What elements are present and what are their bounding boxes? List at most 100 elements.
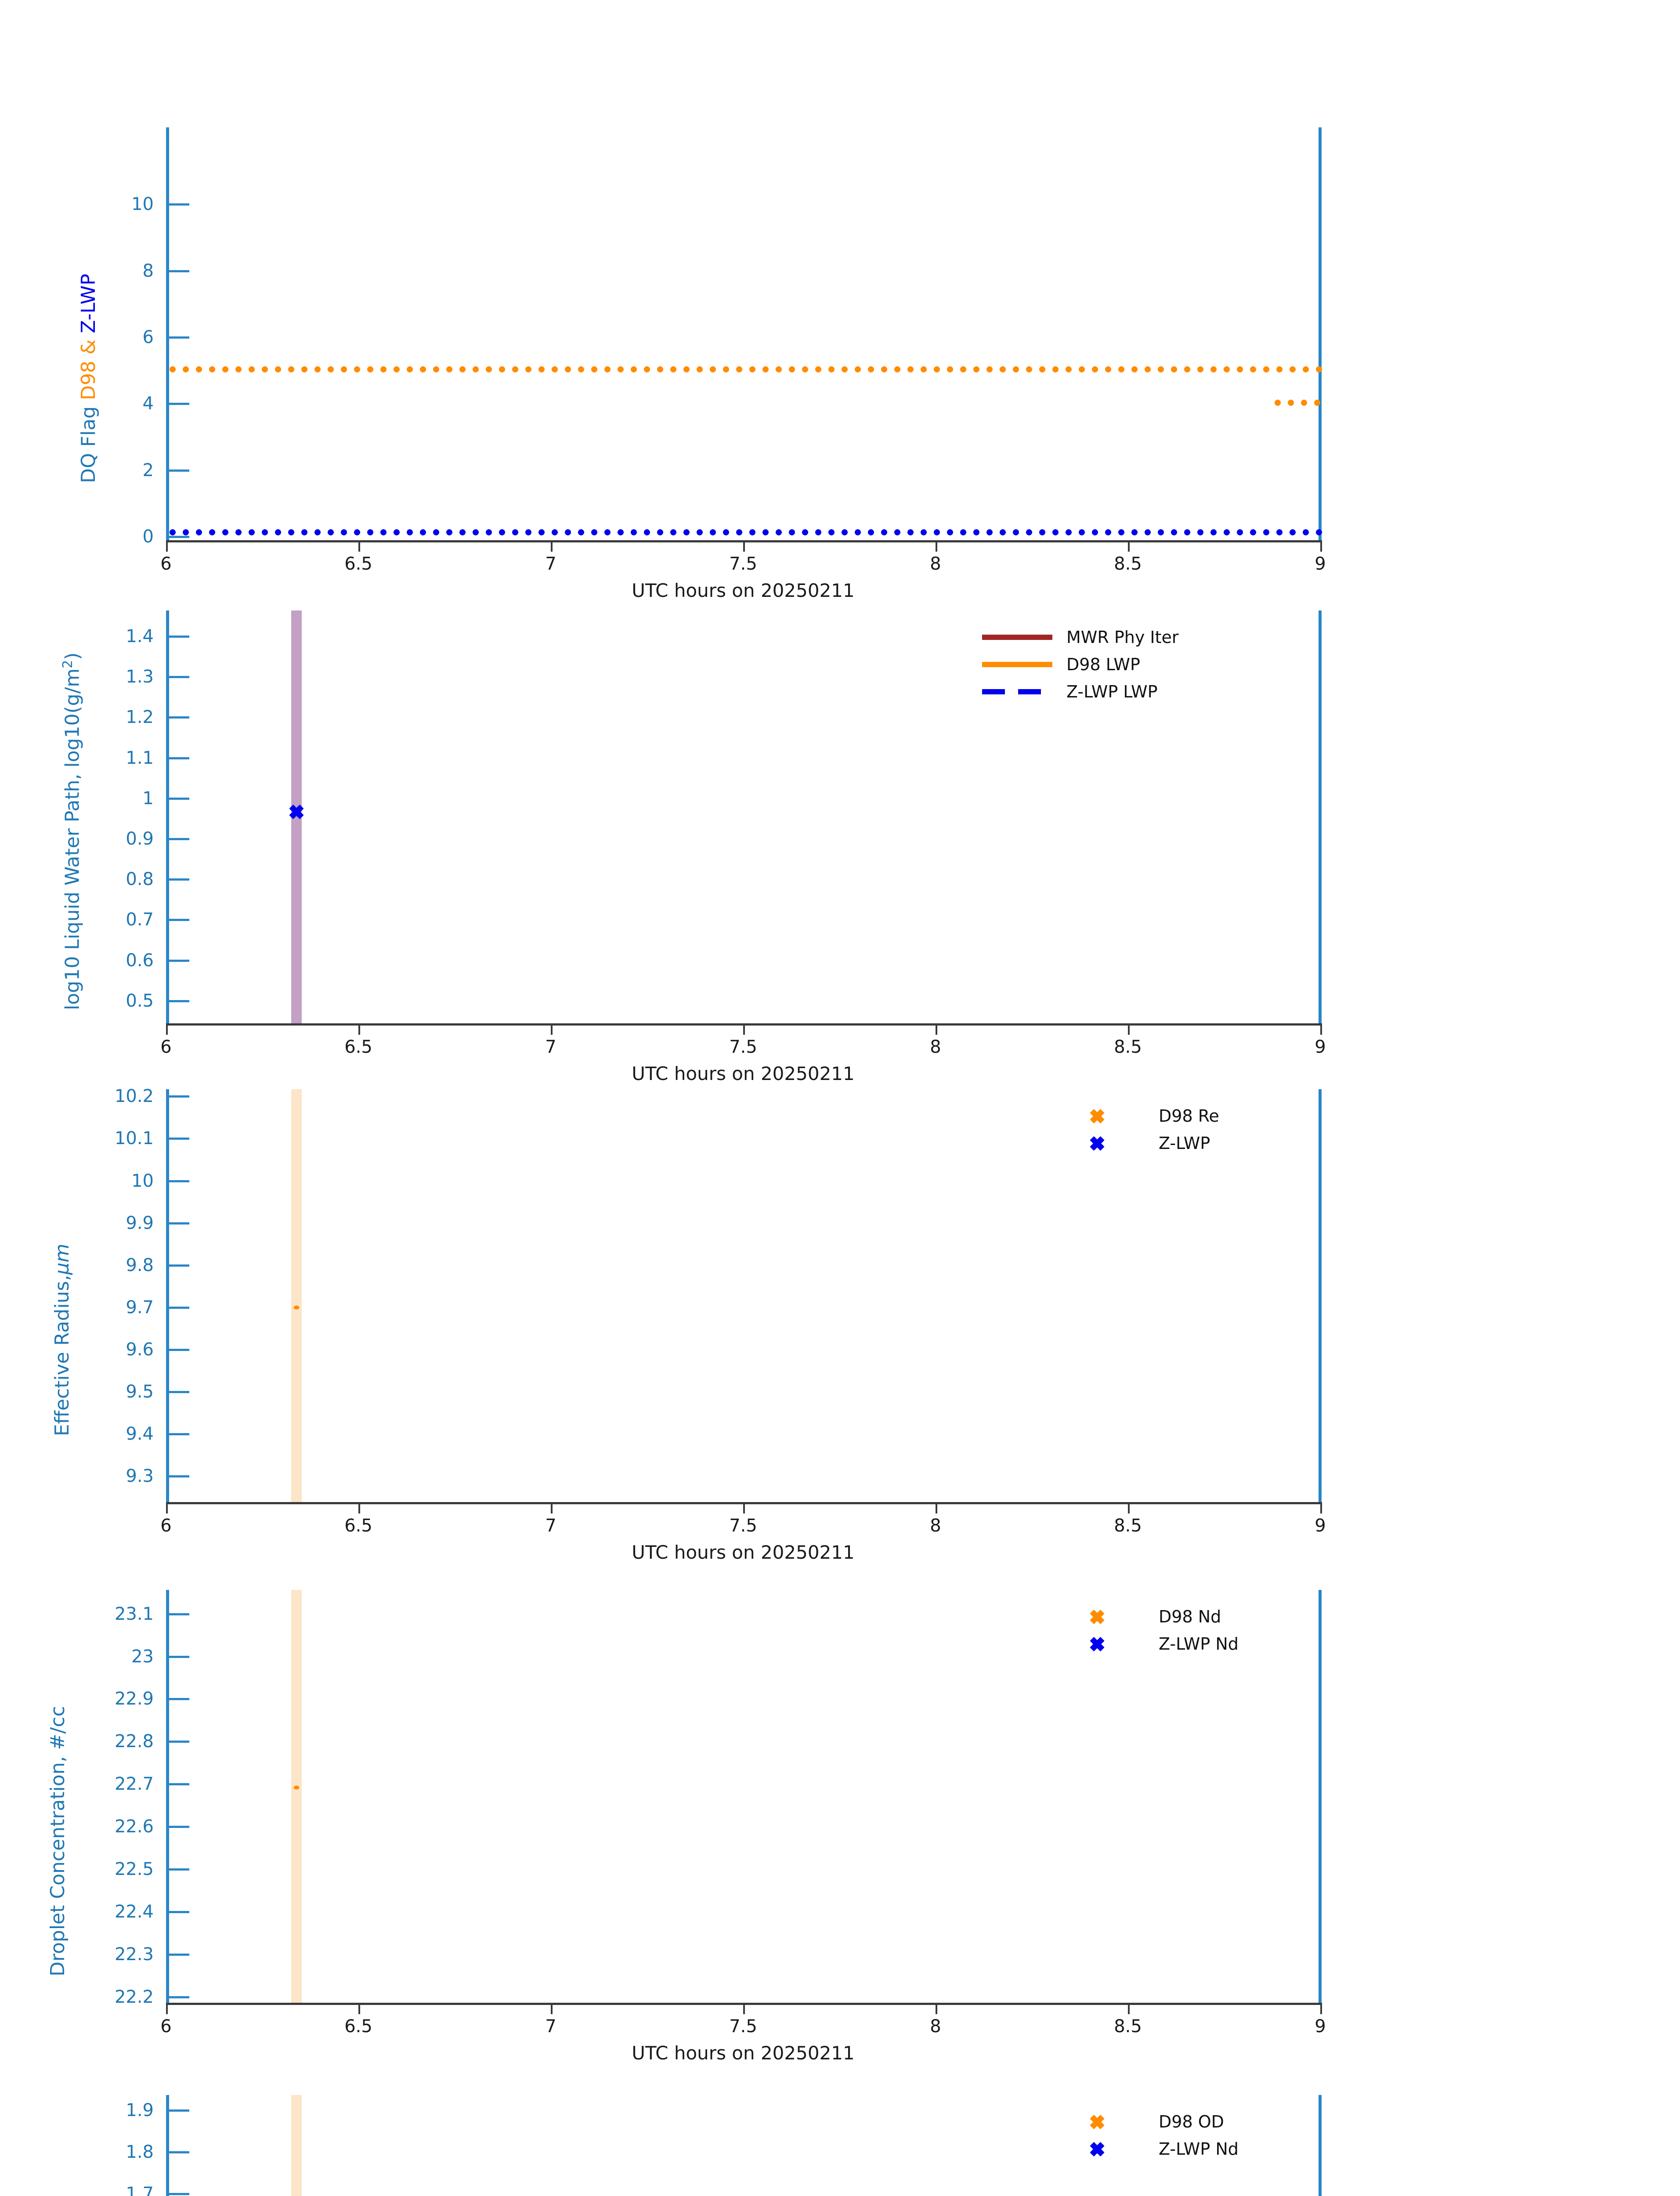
series-zlwp-dq-flag (166, 529, 1326, 535)
legend-item-zlwp[interactable]: Z-LWP (1071, 1130, 1219, 1157)
legend-item-zlwp-nd[interactable]: Z-LWP Nd (1071, 2135, 1239, 2163)
y-tick-10.1 (169, 1138, 189, 1140)
legend-label-zlwp-lwp: Z-LWP LWP (1066, 682, 1158, 701)
x-tick-label-8.5: 8.5 (1114, 1037, 1142, 1057)
x-tick-6 (166, 1502, 168, 1513)
y-tick-23 (169, 1656, 189, 1658)
x-tick-8.5 (1128, 1502, 1130, 1513)
y-tick-0.6 (169, 960, 189, 962)
datapoint-d98-re (293, 1305, 300, 1310)
y-tick-0.7 (169, 919, 189, 921)
x-tick-label-9: 9 (1315, 554, 1326, 574)
x-tick-6 (166, 1023, 168, 1035)
y-tick-label-10: 10 (131, 1171, 154, 1191)
y-tick-1.4 (169, 636, 189, 638)
y-tick-22.3 (169, 1954, 189, 1956)
x-tick-8.5 (1128, 1023, 1130, 1035)
series-d98-dq-flag-2 (1271, 400, 1326, 406)
x-tick-6 (166, 2003, 168, 2014)
x-tick-6.5 (358, 540, 360, 552)
right-spine (1319, 610, 1322, 1023)
y-tick-label-22.5: 22.5 (114, 1859, 154, 1879)
x-tick-7 (551, 2003, 553, 2014)
plot-area-optical-depth: D98 OD Z-LWP Nd (166, 2095, 1322, 2196)
panel-droplet-concentration: D98 Nd Z-LWP Nd 22.2 22.3 22.4 22.5 22.6… (0, 1590, 1680, 2064)
x-tick-9 (1320, 540, 1322, 552)
legend-swatch-d98-nd (1071, 1603, 1159, 1630)
legend-item-d98-nd[interactable]: D98 Nd (1071, 1603, 1239, 1630)
legend-item-zlwp-nd[interactable]: Z-LWP Nd (1071, 1630, 1239, 1658)
y-title-eff-radius-unit: μm (51, 1243, 73, 1275)
y-tick-23.1 (169, 1613, 189, 1615)
panel-effective-radius: D98 Re Z-LWP 9.3 9.4 9.5 9.6 9.7 9.8 9.9… (0, 1087, 1680, 1563)
x-tick-6.5 (358, 1502, 360, 1513)
x-tick-7 (551, 1023, 553, 1035)
legend-label-zlwp-nd: Z-LWP Nd (1159, 2139, 1239, 2159)
x-tick-label-7: 7 (545, 554, 556, 574)
y-tick-label-22.6: 22.6 (114, 1817, 154, 1837)
y-axis-spine (166, 127, 169, 540)
legend-label-mwr-phy-iter: MWR Phy Iter (1066, 628, 1179, 647)
y-tick-label-22.8: 22.8 (114, 1731, 154, 1752)
y-tick-label-1.4: 1.4 (126, 626, 154, 647)
effective-radius-uncertainty-band (291, 1089, 302, 1502)
legend-item-mwr-phy-iter[interactable]: MWR Phy Iter (979, 624, 1179, 651)
y-tick-1.7 (169, 2193, 189, 2195)
legend-droplet-concentration: D98 Nd Z-LWP Nd (1071, 1603, 1239, 1658)
y-tick-label-0.7: 0.7 (126, 910, 154, 930)
y-tick-22.9 (169, 1698, 189, 1700)
panel-optical-depth: D98 OD Z-LWP Nd 1 1.1 1.2 1.3 1.4 1.5 1.… (0, 2095, 1680, 2196)
x-tick-7.5 (743, 540, 745, 552)
y-tick-9.6 (169, 1349, 189, 1351)
y-tick-9.4 (169, 1433, 189, 1435)
y-tick-4 (169, 403, 189, 405)
x-tick-label-7.5: 7.5 (729, 1516, 757, 1536)
y-tick-label-0.6: 0.6 (126, 950, 154, 971)
y-tick-label-22.2: 22.2 (114, 1987, 154, 2007)
right-spine (1319, 1590, 1322, 2003)
x-tick-label-7.5: 7.5 (729, 2016, 757, 2037)
y-tick-0 (169, 536, 189, 538)
legend-item-d98-re[interactable]: D98 Re (1071, 1102, 1219, 1130)
y-tick-label-0: 0 (142, 527, 154, 547)
y-tick-22.2 (169, 1996, 189, 1998)
y-tick-label-1.8: 1.8 (126, 2142, 154, 2162)
y-tick-22.5 (169, 1868, 189, 1871)
legend-item-zlwp-lwp[interactable]: Z-LWP LWP (979, 678, 1179, 705)
y-tick-22.8 (169, 1741, 189, 1743)
x-tick-label-6: 6 (160, 2016, 172, 2037)
y-tick-10 (169, 1180, 189, 1182)
y-tick-label-9.6: 9.6 (126, 1340, 154, 1360)
x-tick-8 (936, 540, 937, 552)
x-tick-7 (551, 1502, 553, 1513)
right-spine (1319, 127, 1322, 540)
x-tick-label-8: 8 (930, 554, 941, 574)
y-tick-label-1.2: 1.2 (126, 707, 154, 727)
x-tick-7.5 (743, 2003, 745, 2014)
legend-label-d98-re: D98 Re (1159, 1106, 1219, 1126)
x-tick-label-6.5: 6.5 (344, 554, 372, 574)
y-title-lwp-text: log10 Liquid Water Path, log10(g/m (61, 668, 84, 1010)
y-axis-spine (166, 610, 169, 1023)
legend-label-zlwp-nd: Z-LWP Nd (1159, 1634, 1239, 1654)
x-axis-title-effective-radius: UTC hours on 20250211 (632, 1542, 855, 1563)
y-tick-label-10.1: 10.1 (114, 1128, 154, 1149)
y-title-part-d98: D98 & (77, 333, 100, 401)
optical-depth-uncertainty-band (291, 2095, 302, 2196)
y-tick-label-22.3: 22.3 (114, 1944, 154, 1965)
legend-item-d98-lwp[interactable]: D98 LWP (979, 651, 1179, 678)
y-tick-0.8 (169, 878, 189, 881)
x-tick-8 (936, 2003, 937, 2014)
x-tick-label-8: 8 (930, 1516, 941, 1536)
x-tick-label-6: 6 (160, 1037, 172, 1057)
legend-label-zlwp: Z-LWP (1159, 1134, 1210, 1153)
y-tick-label-6: 6 (142, 327, 154, 347)
legend-item-d98-od[interactable]: D98 OD (1071, 2108, 1239, 2135)
x-axis-title-lwp: UTC hours on 20250211 (632, 1063, 855, 1084)
legend-lwp: MWR Phy Iter D98 LWP Z-LWP LWP (979, 624, 1179, 705)
y-title-part-dq-flag: DQ Flag (77, 400, 100, 483)
y-title-part-zlwp: Z-LWP (77, 274, 100, 333)
y-tick-label-9.8: 9.8 (126, 1255, 154, 1275)
y-tick-label-1.1: 1.1 (126, 748, 154, 768)
y-tick-label-9.7: 9.7 (126, 1297, 154, 1318)
